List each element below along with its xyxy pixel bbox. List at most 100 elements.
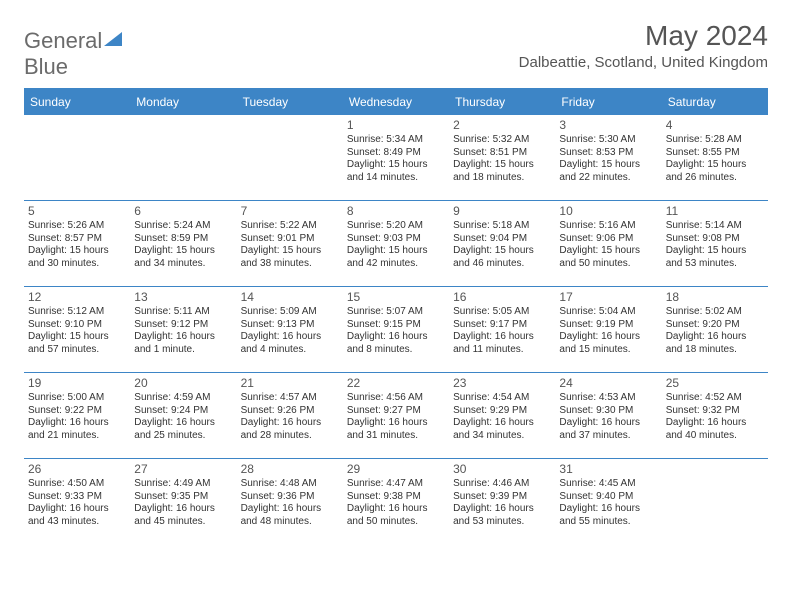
sunset-text: Sunset: 9:01 PM bbox=[241, 233, 339, 246]
sunset-text: Sunset: 9:36 PM bbox=[241, 491, 339, 504]
sunset-text: Sunset: 8:59 PM bbox=[134, 233, 232, 246]
daylight-text: Daylight: 16 hours and 53 minutes. bbox=[453, 503, 551, 528]
daylight-text: Daylight: 16 hours and 40 minutes. bbox=[666, 417, 764, 442]
calendar-week-row: 5Sunrise: 5:26 AMSunset: 8:57 PMDaylight… bbox=[24, 201, 768, 287]
sunset-text: Sunset: 9:08 PM bbox=[666, 233, 764, 246]
day-number: 7 bbox=[241, 204, 339, 219]
daylight-text: Daylight: 16 hours and 55 minutes. bbox=[559, 503, 657, 528]
calendar-cell: 12Sunrise: 5:12 AMSunset: 9:10 PMDayligh… bbox=[24, 287, 130, 373]
daylight-text: Daylight: 16 hours and 37 minutes. bbox=[559, 417, 657, 442]
calendar-cell: 24Sunrise: 4:53 AMSunset: 9:30 PMDayligh… bbox=[555, 373, 661, 459]
calendar-cell: 28Sunrise: 4:48 AMSunset: 9:36 PMDayligh… bbox=[237, 459, 343, 545]
sunrise-text: Sunrise: 5:32 AM bbox=[453, 134, 551, 147]
calendar-cell: 27Sunrise: 4:49 AMSunset: 9:35 PMDayligh… bbox=[130, 459, 236, 545]
sunset-text: Sunset: 9:19 PM bbox=[559, 319, 657, 332]
day-number: 11 bbox=[666, 204, 764, 219]
day-number: 28 bbox=[241, 462, 339, 477]
day-number: 6 bbox=[134, 204, 232, 219]
calendar-cell bbox=[662, 459, 768, 545]
daylight-text: Daylight: 16 hours and 18 minutes. bbox=[666, 331, 764, 356]
calendar-cell: 21Sunrise: 4:57 AMSunset: 9:26 PMDayligh… bbox=[237, 373, 343, 459]
sunset-text: Sunset: 8:53 PM bbox=[559, 147, 657, 160]
calendar-cell: 14Sunrise: 5:09 AMSunset: 9:13 PMDayligh… bbox=[237, 287, 343, 373]
daylight-text: Daylight: 16 hours and 50 minutes. bbox=[347, 503, 445, 528]
day-number: 1 bbox=[347, 118, 445, 133]
location-text: Dalbeattie, Scotland, United Kingdom bbox=[519, 54, 768, 71]
sunrise-text: Sunrise: 5:09 AM bbox=[241, 306, 339, 319]
sunrise-text: Sunrise: 4:52 AM bbox=[666, 392, 764, 405]
daylight-text: Daylight: 16 hours and 4 minutes. bbox=[241, 331, 339, 356]
sunset-text: Sunset: 9:32 PM bbox=[666, 405, 764, 418]
sunrise-text: Sunrise: 4:49 AM bbox=[134, 478, 232, 491]
sunset-text: Sunset: 9:06 PM bbox=[559, 233, 657, 246]
calendar-cell: 20Sunrise: 4:59 AMSunset: 9:24 PMDayligh… bbox=[130, 373, 236, 459]
day-number: 13 bbox=[134, 290, 232, 305]
daylight-text: Daylight: 15 hours and 34 minutes. bbox=[134, 245, 232, 270]
daylight-text: Daylight: 16 hours and 45 minutes. bbox=[134, 503, 232, 528]
sunrise-text: Sunrise: 4:54 AM bbox=[453, 392, 551, 405]
day-number: 23 bbox=[453, 376, 551, 391]
day-number: 8 bbox=[347, 204, 445, 219]
sunset-text: Sunset: 8:57 PM bbox=[28, 233, 126, 246]
sunrise-text: Sunrise: 5:24 AM bbox=[134, 220, 232, 233]
day-number: 14 bbox=[241, 290, 339, 305]
sunset-text: Sunset: 9:03 PM bbox=[347, 233, 445, 246]
day-number: 12 bbox=[28, 290, 126, 305]
day-number: 16 bbox=[453, 290, 551, 305]
sunset-text: Sunset: 9:40 PM bbox=[559, 491, 657, 504]
sunset-text: Sunset: 8:51 PM bbox=[453, 147, 551, 160]
sunrise-text: Sunrise: 5:18 AM bbox=[453, 220, 551, 233]
sunset-text: Sunset: 9:04 PM bbox=[453, 233, 551, 246]
calendar-cell: 17Sunrise: 5:04 AMSunset: 9:19 PMDayligh… bbox=[555, 287, 661, 373]
sunset-text: Sunset: 8:49 PM bbox=[347, 147, 445, 160]
weekday-header: Saturday bbox=[662, 89, 768, 115]
daylight-text: Daylight: 15 hours and 26 minutes. bbox=[666, 159, 764, 184]
day-number: 18 bbox=[666, 290, 764, 305]
daylight-text: Daylight: 15 hours and 42 minutes. bbox=[347, 245, 445, 270]
sunrise-text: Sunrise: 4:56 AM bbox=[347, 392, 445, 405]
daylight-text: Daylight: 16 hours and 1 minute. bbox=[134, 331, 232, 356]
calendar-cell: 23Sunrise: 4:54 AMSunset: 9:29 PMDayligh… bbox=[449, 373, 555, 459]
sunset-text: Sunset: 9:38 PM bbox=[347, 491, 445, 504]
sunset-text: Sunset: 9:10 PM bbox=[28, 319, 126, 332]
calendar-cell: 31Sunrise: 4:45 AMSunset: 9:40 PMDayligh… bbox=[555, 459, 661, 545]
sunset-text: Sunset: 9:15 PM bbox=[347, 319, 445, 332]
calendar-cell: 29Sunrise: 4:47 AMSunset: 9:38 PMDayligh… bbox=[343, 459, 449, 545]
daylight-text: Daylight: 15 hours and 14 minutes. bbox=[347, 159, 445, 184]
daylight-text: Daylight: 16 hours and 43 minutes. bbox=[28, 503, 126, 528]
calendar-week-row: 19Sunrise: 5:00 AMSunset: 9:22 PMDayligh… bbox=[24, 373, 768, 459]
sunrise-text: Sunrise: 5:34 AM bbox=[347, 134, 445, 147]
daylight-text: Daylight: 16 hours and 31 minutes. bbox=[347, 417, 445, 442]
logo-triangle-icon bbox=[104, 32, 122, 46]
sunrise-text: Sunrise: 4:50 AM bbox=[28, 478, 126, 491]
sunset-text: Sunset: 9:22 PM bbox=[28, 405, 126, 418]
daylight-text: Daylight: 16 hours and 28 minutes. bbox=[241, 417, 339, 442]
weekday-header: Thursday bbox=[449, 89, 555, 115]
calendar-cell: 10Sunrise: 5:16 AMSunset: 9:06 PMDayligh… bbox=[555, 201, 661, 287]
day-number: 19 bbox=[28, 376, 126, 391]
sunrise-text: Sunrise: 4:57 AM bbox=[241, 392, 339, 405]
sunrise-text: Sunrise: 5:14 AM bbox=[666, 220, 764, 233]
calendar-table: Sunday Monday Tuesday Wednesday Thursday… bbox=[24, 88, 768, 545]
calendar-cell: 13Sunrise: 5:11 AMSunset: 9:12 PMDayligh… bbox=[130, 287, 236, 373]
calendar-cell: 9Sunrise: 5:18 AMSunset: 9:04 PMDaylight… bbox=[449, 201, 555, 287]
weekday-row: Sunday Monday Tuesday Wednesday Thursday… bbox=[24, 89, 768, 115]
day-number: 24 bbox=[559, 376, 657, 391]
month-title: May 2024 bbox=[519, 20, 768, 52]
day-number: 15 bbox=[347, 290, 445, 305]
sunset-text: Sunset: 9:26 PM bbox=[241, 405, 339, 418]
calendar-cell: 7Sunrise: 5:22 AMSunset: 9:01 PMDaylight… bbox=[237, 201, 343, 287]
weekday-header: Monday bbox=[130, 89, 236, 115]
sunset-text: Sunset: 9:20 PM bbox=[666, 319, 764, 332]
calendar-cell: 6Sunrise: 5:24 AMSunset: 8:59 PMDaylight… bbox=[130, 201, 236, 287]
sunrise-text: Sunrise: 4:48 AM bbox=[241, 478, 339, 491]
day-number: 9 bbox=[453, 204, 551, 219]
day-number: 3 bbox=[559, 118, 657, 133]
day-number: 22 bbox=[347, 376, 445, 391]
calendar-cell: 19Sunrise: 5:00 AMSunset: 9:22 PMDayligh… bbox=[24, 373, 130, 459]
calendar-cell: 26Sunrise: 4:50 AMSunset: 9:33 PMDayligh… bbox=[24, 459, 130, 545]
sunrise-text: Sunrise: 5:20 AM bbox=[347, 220, 445, 233]
logo-word-blue: Blue bbox=[24, 54, 68, 79]
daylight-text: Daylight: 15 hours and 53 minutes. bbox=[666, 245, 764, 270]
calendar-cell: 22Sunrise: 4:56 AMSunset: 9:27 PMDayligh… bbox=[343, 373, 449, 459]
